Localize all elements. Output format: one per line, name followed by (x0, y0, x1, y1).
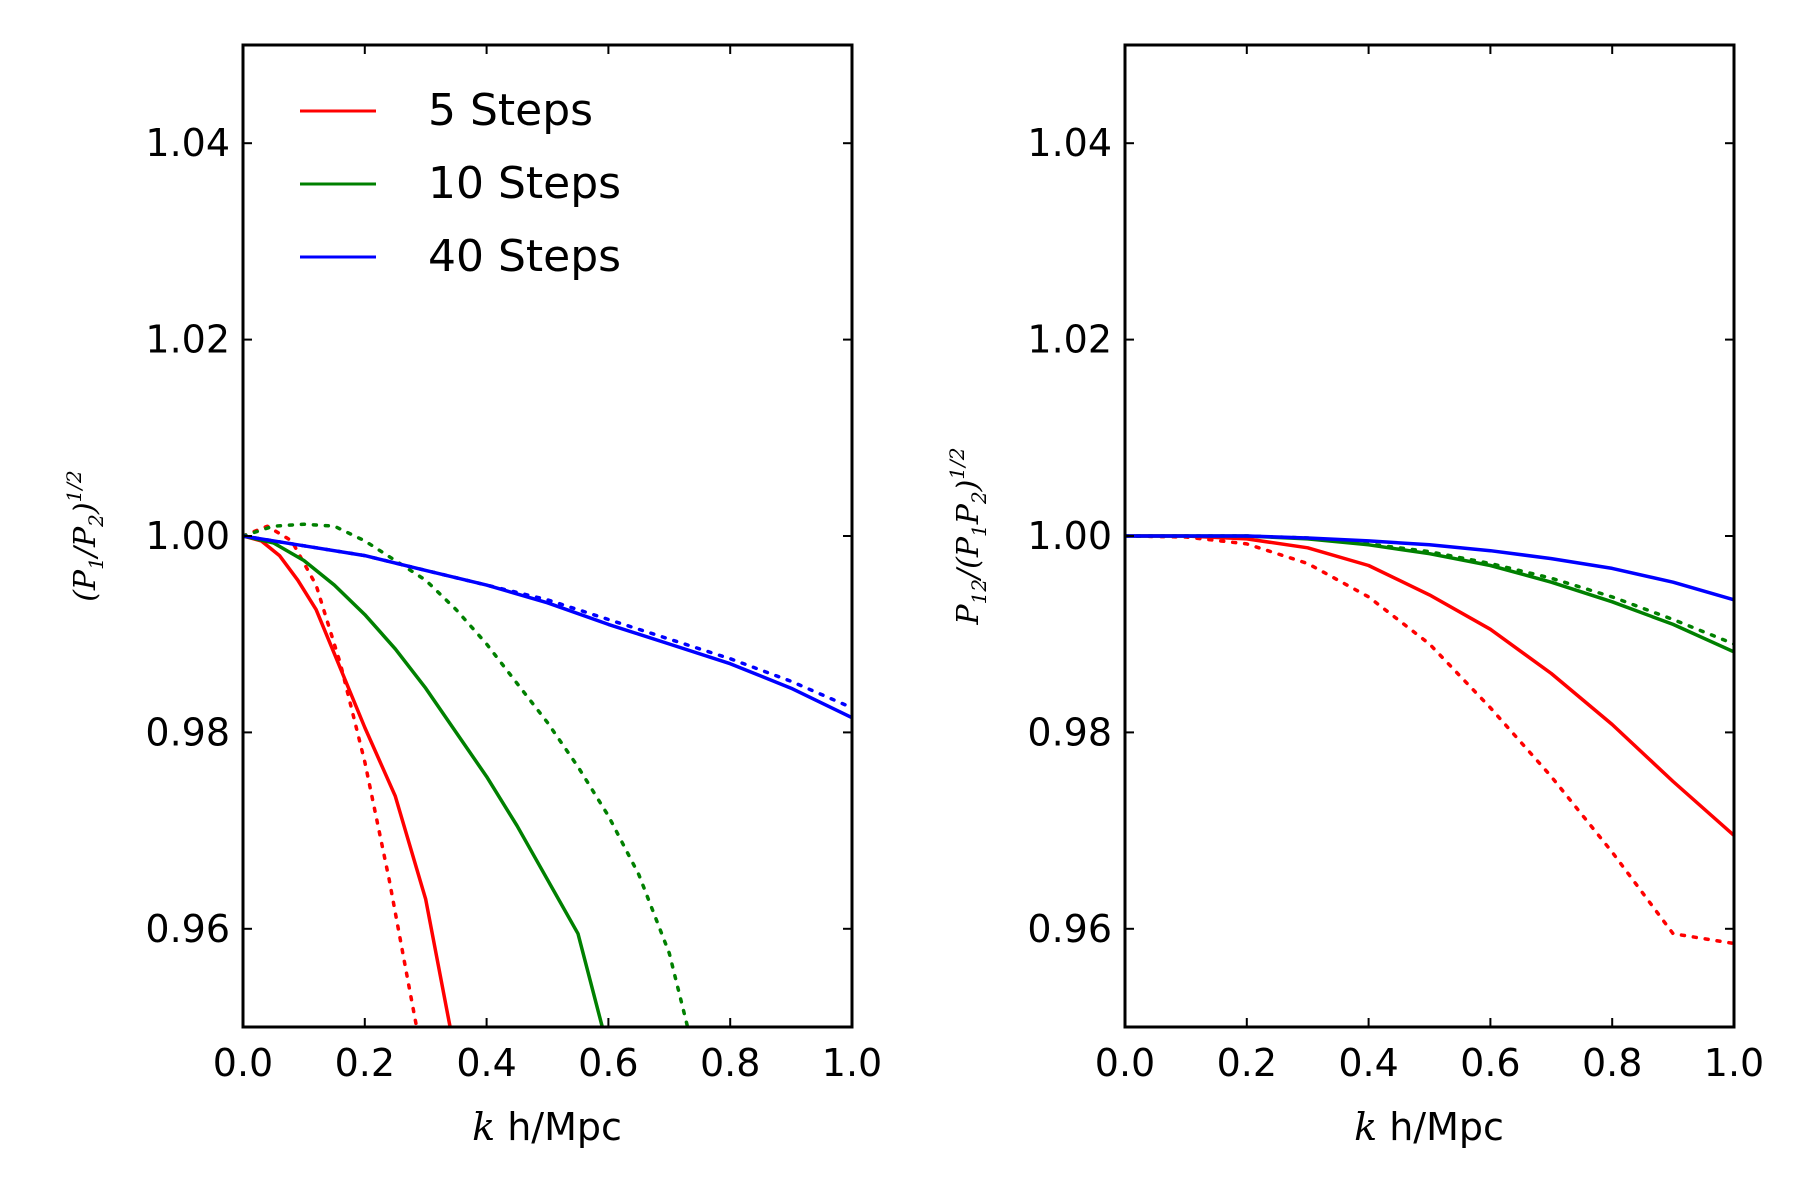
left-panel: 0.0 0.2 0.4 0.6 0.8 1.0 0.96 0.98 1.00 1.02 1.04 (… (62, 43, 882, 1149)
left-ytick-label: 1.00 (145, 514, 230, 558)
left-ytick-label: 0.96 (145, 907, 230, 951)
left-xlabel: k h/Mpc (472, 1105, 622, 1149)
right-series-group (1125, 534, 1734, 946)
right-xlabel: k h/Mpc (1354, 1105, 1504, 1149)
legend-label-40-steps: 40 Steps (428, 231, 621, 282)
left-xtick-label: 0.4 (456, 1041, 516, 1085)
left-series-10-steps-solid (243, 534, 604, 1027)
left-xtick-label: 1.0 (822, 1041, 882, 1085)
legend-label-10-steps: 10 Steps (428, 158, 621, 209)
left-xtick-label: 0.0 (213, 1041, 273, 1085)
right-ytick-label: 1.02 (1027, 318, 1112, 362)
right-xtick-label: 0.8 (1582, 1041, 1642, 1085)
right-xtick-label: 0.0 (1095, 1041, 1155, 1085)
right-ylabel: P12/(P1P2)1/2 (945, 447, 991, 625)
right-xtick-label: 0.4 (1338, 1041, 1398, 1085)
right-ticks-group: 0.0 0.2 0.4 0.6 0.8 1.0 0.96 0.98 1.00 1.02 1.04 (1027, 45, 1764, 1085)
left-ytick-label: 1.02 (145, 318, 230, 362)
left-ytick-label: 1.04 (145, 121, 230, 165)
right-plot-frame (1123, 43, 1736, 1029)
right-ytick-label: 0.98 (1027, 710, 1112, 754)
right-ytick-label: 0.96 (1027, 907, 1112, 951)
right-series-5-steps-solid (1125, 534, 1734, 837)
right-panel: 0.0 0.2 0.4 0.6 0.8 1.0 0.96 0.98 1.00 1.02 1.04 P… (945, 43, 1764, 1149)
right-ytick-label: 1.00 (1027, 514, 1112, 558)
left-series-5-steps-dotted (243, 524, 419, 1027)
left-ytick-label: 0.98 (145, 710, 230, 754)
left-series-40-steps-solid (243, 534, 852, 720)
right-series-40-steps-solid (1125, 534, 1734, 602)
right-ytick-label: 1.04 (1027, 121, 1112, 165)
left-xtick-label: 0.6 (578, 1041, 638, 1085)
left-series-5-steps-solid (243, 534, 452, 1027)
left-ticks-group: 0.0 0.2 0.4 0.6 0.8 1.0 0.96 0.98 1.00 1.02 1.04 (145, 45, 882, 1085)
left-series-40-steps-dotted (243, 534, 852, 710)
right-xtick-label: 1.0 (1704, 1041, 1764, 1085)
left-plot-frame (241, 43, 854, 1029)
left-xtick-label: 0.2 (335, 1041, 395, 1085)
left-xtick-label: 0.8 (700, 1041, 760, 1085)
right-xtick-label: 0.2 (1217, 1041, 1277, 1085)
legend: 5 Steps 10 Steps 40 Steps (300, 85, 621, 282)
right-series-10-steps-dotted (1125, 534, 1734, 646)
left-ylabel: (P1/P2)1/2 (62, 470, 108, 602)
right-xtick-label: 0.6 (1460, 1041, 1520, 1085)
legend-label-5-steps: 5 Steps (428, 85, 593, 136)
left-series-group (243, 522, 852, 1027)
left-series-10-steps-dotted (243, 522, 690, 1027)
